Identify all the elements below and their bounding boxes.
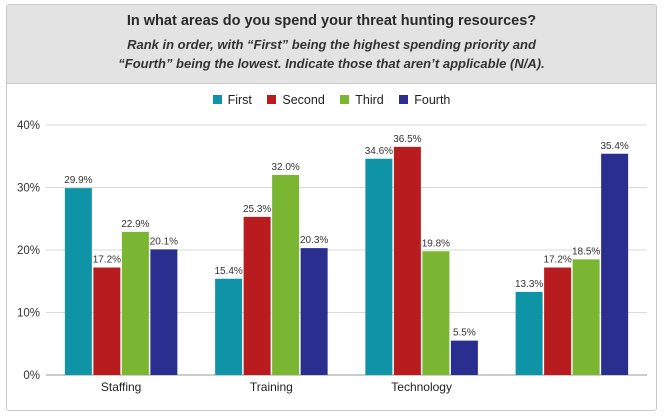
bar bbox=[544, 267, 572, 375]
legend-label-fourth: Fourth bbox=[414, 93, 451, 107]
bar-value-label: 19.8% bbox=[422, 238, 450, 249]
bar bbox=[393, 146, 421, 375]
bar-value-label: 29.9% bbox=[64, 175, 92, 186]
bar-value-label: 34.6% bbox=[365, 146, 393, 157]
bar-value-label: 36.5% bbox=[393, 134, 421, 145]
bar bbox=[422, 251, 450, 375]
legend-label-second: Second bbox=[282, 93, 325, 107]
y-tick-label: 10% bbox=[17, 308, 40, 320]
x-category-label: Staffing bbox=[101, 380, 141, 394]
legend-label-first: First bbox=[227, 93, 252, 107]
bar-value-label: 5.5% bbox=[453, 328, 476, 339]
bar bbox=[450, 340, 478, 375]
bar bbox=[300, 248, 328, 375]
y-tick-label: 0% bbox=[23, 370, 40, 382]
bar bbox=[572, 259, 600, 375]
legend-item-fourth: Fourth bbox=[399, 93, 450, 107]
y-tick-label: 30% bbox=[17, 183, 40, 195]
chart-frame: In what areas do you spend your threat h… bbox=[6, 4, 657, 411]
bar bbox=[93, 267, 121, 375]
chart-subtitle-line-2: “Fourth” being the lowest. Indicate thos… bbox=[118, 56, 545, 71]
legend-label-third: Third bbox=[355, 93, 384, 107]
x-category-label: Training bbox=[250, 380, 293, 394]
bar-value-label: 35.4% bbox=[600, 141, 628, 152]
bar bbox=[365, 158, 393, 375]
legend-swatch-first bbox=[212, 95, 222, 104]
bar bbox=[272, 175, 300, 375]
bar bbox=[121, 231, 149, 375]
chart-title: In what areas do you spend your threat h… bbox=[126, 13, 537, 29]
bar bbox=[515, 291, 543, 375]
bar bbox=[64, 188, 92, 375]
bar bbox=[243, 216, 271, 375]
legend-swatch-second bbox=[267, 95, 277, 104]
x-category-label: Technology bbox=[391, 380, 452, 394]
chart-subtitle-line-1: Rank in order, with “First” being the hi… bbox=[127, 37, 536, 52]
bar-value-label: 17.2% bbox=[543, 255, 571, 266]
bar bbox=[215, 278, 243, 375]
bar-value-label: 20.3% bbox=[300, 235, 328, 246]
y-tick-label: 20% bbox=[17, 245, 40, 257]
bar-value-label: 25.3% bbox=[243, 204, 271, 215]
legend: First Second Third Fourth bbox=[7, 93, 656, 107]
bar-value-label: 15.4% bbox=[214, 266, 242, 277]
bar-chart: 0% 10% 20% 30% 40% 29.9% 17.2% 22.9%20.1% Staffi… bbox=[17, 120, 647, 394]
bar bbox=[150, 249, 178, 375]
bar-value-label: 22.9% bbox=[121, 219, 149, 230]
legend-item-first: First bbox=[212, 93, 252, 107]
legend-item-third: Third bbox=[340, 93, 384, 107]
legend-swatch-third bbox=[340, 95, 350, 104]
bar-value-label: 32.0% bbox=[271, 162, 299, 173]
legend-swatch-fourth bbox=[399, 95, 409, 104]
bar-value-label: 20.1% bbox=[150, 236, 178, 247]
bar-value-label: 17.2% bbox=[93, 255, 121, 266]
y-tick-label: 40% bbox=[17, 120, 40, 132]
bar-value-label: 18.5% bbox=[572, 246, 600, 257]
legend-item-second: Second bbox=[267, 93, 325, 107]
bar bbox=[601, 153, 629, 375]
bar-value-label: 13.3% bbox=[515, 279, 543, 290]
chart-header: In what areas do you spend your threat h… bbox=[7, 5, 656, 84]
